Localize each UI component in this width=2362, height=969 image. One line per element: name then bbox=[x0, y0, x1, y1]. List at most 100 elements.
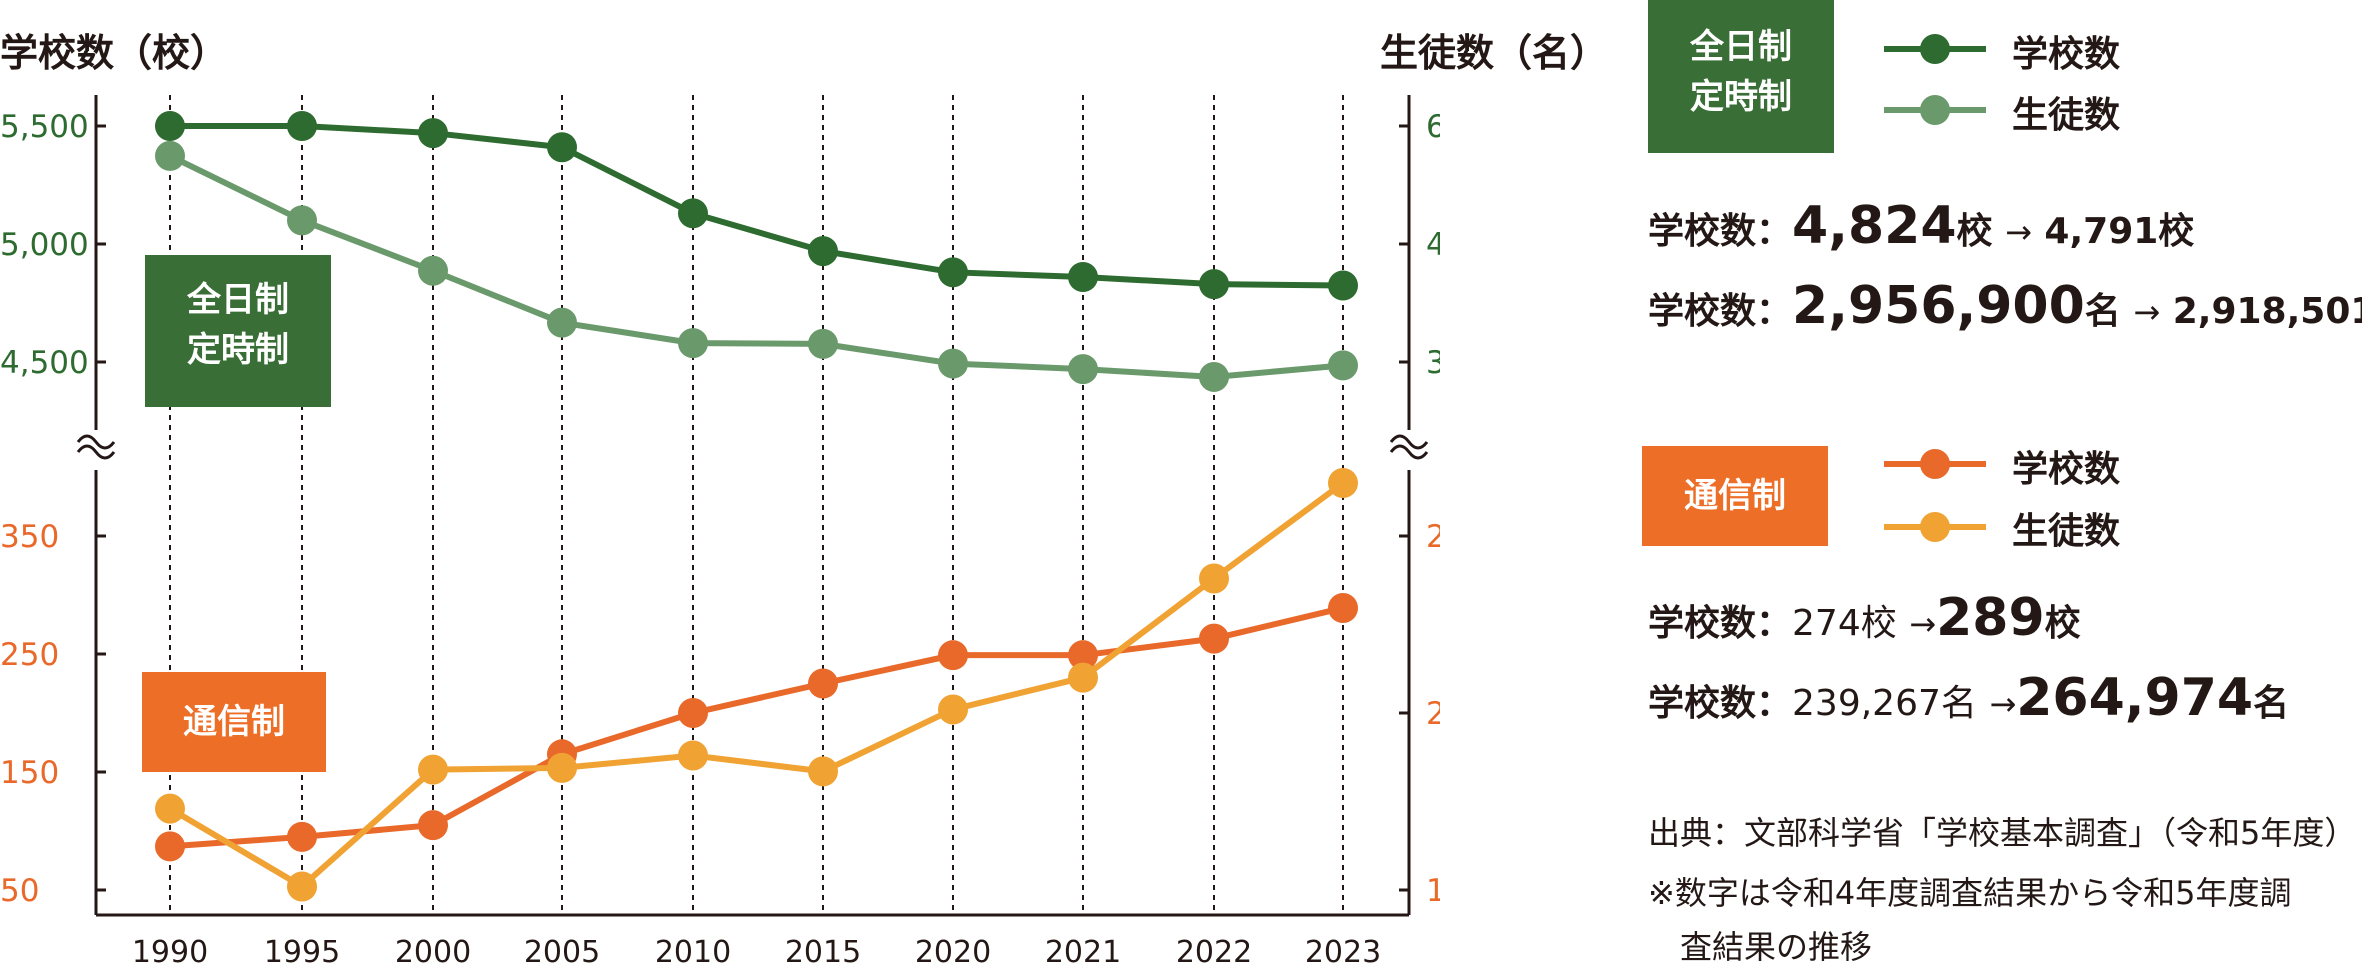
x-tick-label: 2000 bbox=[395, 935, 471, 969]
legend-ft-student: 生徒数 bbox=[2012, 95, 2121, 136]
series-line-1-0 bbox=[169, 605, 1344, 850]
axis-break-mark-top-0 bbox=[76, 434, 116, 450]
data-point-2015 bbox=[808, 668, 838, 699]
remark-line-2: 査結果の推移 bbox=[1680, 928, 1873, 966]
stat-ft-school-arrow: → bbox=[2005, 213, 2032, 251]
series-line-0-0 bbox=[170, 123, 1344, 289]
stat-corr-school-unit: 校 bbox=[2044, 603, 2081, 644]
left-tick-label: 50 bbox=[0, 873, 39, 909]
corr-badge-chart: 通信制 bbox=[142, 672, 326, 772]
data-point-2005 bbox=[547, 132, 577, 163]
stat-corr-school-prev: 274校 bbox=[1792, 603, 1897, 644]
stat-corr-school-prefix: 学校数： bbox=[1648, 603, 1793, 644]
data-point-2023 bbox=[1328, 592, 1358, 623]
left-tick-label: 350 bbox=[0, 519, 59, 555]
legend-ft-school: 学校数 bbox=[2012, 34, 2121, 75]
data-point-2020 bbox=[938, 348, 968, 379]
data-point-2022 bbox=[1199, 563, 1229, 594]
left-tick-label: 150 bbox=[0, 755, 59, 791]
fulltime-badge-chart-line2: 定時制 bbox=[187, 330, 289, 370]
stat-corr-school-arrow: → bbox=[1909, 605, 1937, 643]
stat-corr-student-prefix: 学校数： bbox=[1648, 683, 1793, 724]
right-tick-label: 3,000,000 bbox=[1426, 345, 1440, 381]
data-point-2015 bbox=[808, 236, 838, 267]
axis-break-mark-top-1 bbox=[1389, 434, 1429, 450]
stat-ft-student-prev: 2,918,501 bbox=[2172, 291, 2362, 332]
data-point-2023 bbox=[1328, 350, 1358, 381]
legend-corr-student: 生徒数 bbox=[2012, 511, 2121, 552]
data-point-2000 bbox=[418, 810, 448, 841]
data-point-2023 bbox=[1328, 270, 1358, 301]
data-point-2010 bbox=[678, 740, 708, 771]
stat-corr-school: 学校数：274校 →289校 bbox=[1648, 588, 2081, 648]
left-axis-title: 学校数（校） bbox=[0, 31, 229, 75]
data-point-2005 bbox=[547, 752, 577, 783]
stat-corr-student-big: 264,974 bbox=[2016, 668, 2254, 728]
stat-ft-school-prev-unit: 校 bbox=[2158, 211, 2195, 252]
left-tick-label: 5,500 bbox=[0, 109, 89, 145]
stat-ft-school-prev: 4,791 bbox=[2044, 211, 2159, 252]
chart-svg: 1990 1995 2000 2005 2010 2015 2020 2021 2022 2023… bbox=[0, 95, 1440, 969]
series-line-1-1 bbox=[168, 480, 1345, 891]
fulltime-badge-chart: 全日制 定時制 bbox=[145, 255, 331, 407]
axis-break-mark-1 bbox=[1389, 444, 1429, 460]
stat-corr-student-prev: 239,267名 bbox=[1792, 683, 1977, 724]
left-tick-label: 250 bbox=[0, 637, 59, 673]
data-point-1995 bbox=[287, 205, 317, 236]
data-point-2022 bbox=[1199, 361, 1229, 392]
stat-ft-school-big: 4,824 bbox=[1792, 196, 1957, 256]
stat-ft-student-big: 2,956,900 bbox=[1792, 276, 2085, 336]
left-tick-label: 4,500 bbox=[0, 345, 89, 381]
right-tick-label: 250,000 bbox=[1426, 519, 1440, 555]
right-axis-title: 生徒数（名） bbox=[1380, 31, 1609, 75]
left-tick-label: 5,000 bbox=[0, 227, 89, 263]
x-tick-label: 2005 bbox=[524, 935, 600, 969]
legend-corr-school: 学校数 bbox=[2012, 449, 2121, 490]
data-point-2020 bbox=[938, 694, 968, 725]
data-point-2000 bbox=[418, 118, 448, 149]
stat-fulltime-student: 学校数：2,956,900名 → 2,918,501名 bbox=[1648, 276, 2362, 336]
stat-corr-student: 学校数：239,267名 →264,974名 bbox=[1648, 668, 2289, 728]
legend-marker-corr-student bbox=[1920, 512, 1950, 542]
data-point-2021 bbox=[1068, 262, 1098, 293]
fulltime-badge-chart-line1: 全日制 bbox=[187, 280, 289, 320]
right-tick-label: 6,000,000 bbox=[1426, 109, 1440, 145]
series-line-0-1 bbox=[168, 153, 1344, 380]
x-tick-label: 1990 bbox=[132, 935, 208, 969]
data-point-2021 bbox=[1068, 662, 1098, 693]
data-point-2022 bbox=[1199, 623, 1229, 654]
legend-marker-ft-student bbox=[1920, 95, 1950, 125]
data-point-2015 bbox=[808, 756, 838, 787]
data-point-2021 bbox=[1068, 354, 1098, 385]
stat-ft-school-unit: 校 bbox=[1956, 211, 1993, 252]
axis-break-mark-0 bbox=[76, 444, 116, 460]
fulltime-badge-side: 全日制 定時制 bbox=[1648, 0, 1834, 153]
x-tick-label: 2020 bbox=[915, 935, 991, 969]
x-tick-label: 2021 bbox=[1045, 935, 1121, 969]
data-point-2020 bbox=[938, 640, 968, 671]
x-tick-label: 1995 bbox=[264, 935, 340, 969]
data-point-2022 bbox=[1199, 269, 1229, 300]
source-note: 出典：文部科学省「学校基本調査」（令和5年度） bbox=[1648, 814, 2357, 852]
stat-corr-school-big: 289 bbox=[1936, 588, 2045, 648]
legend-marker-ft-school bbox=[1920, 34, 1950, 64]
right-tick-label: 4,500,000 bbox=[1426, 227, 1440, 263]
data-point-2023 bbox=[1328, 467, 1358, 498]
x-tick-label: 2010 bbox=[655, 935, 731, 969]
right-tick-label: 200,000 bbox=[1426, 696, 1440, 732]
stat-ft-student-arrow: → bbox=[2133, 293, 2161, 331]
remark-line-1: ※数字は令和4年度調査結果から令和5年度調 bbox=[1648, 874, 2292, 912]
data-point-1990 bbox=[155, 831, 185, 862]
data-point-2020 bbox=[938, 257, 968, 288]
x-tick-label: 2022 bbox=[1176, 935, 1252, 969]
corr-badge-side: 通信制 bbox=[1642, 446, 1828, 546]
fulltime-badge-side-line2: 定時制 bbox=[1690, 77, 1792, 117]
data-point-2010 bbox=[678, 328, 708, 359]
right-tick-label: 150,000 bbox=[1426, 873, 1440, 909]
corr-legend-markers bbox=[1884, 449, 1986, 542]
x-tick-label: 2015 bbox=[785, 935, 861, 969]
data-point-2015 bbox=[808, 328, 838, 359]
stat-corr-student-unit: 名 bbox=[2253, 683, 2290, 724]
data-point-2000 bbox=[418, 754, 448, 785]
stat-ft-student-prefix: 学校数： bbox=[1648, 291, 1793, 332]
